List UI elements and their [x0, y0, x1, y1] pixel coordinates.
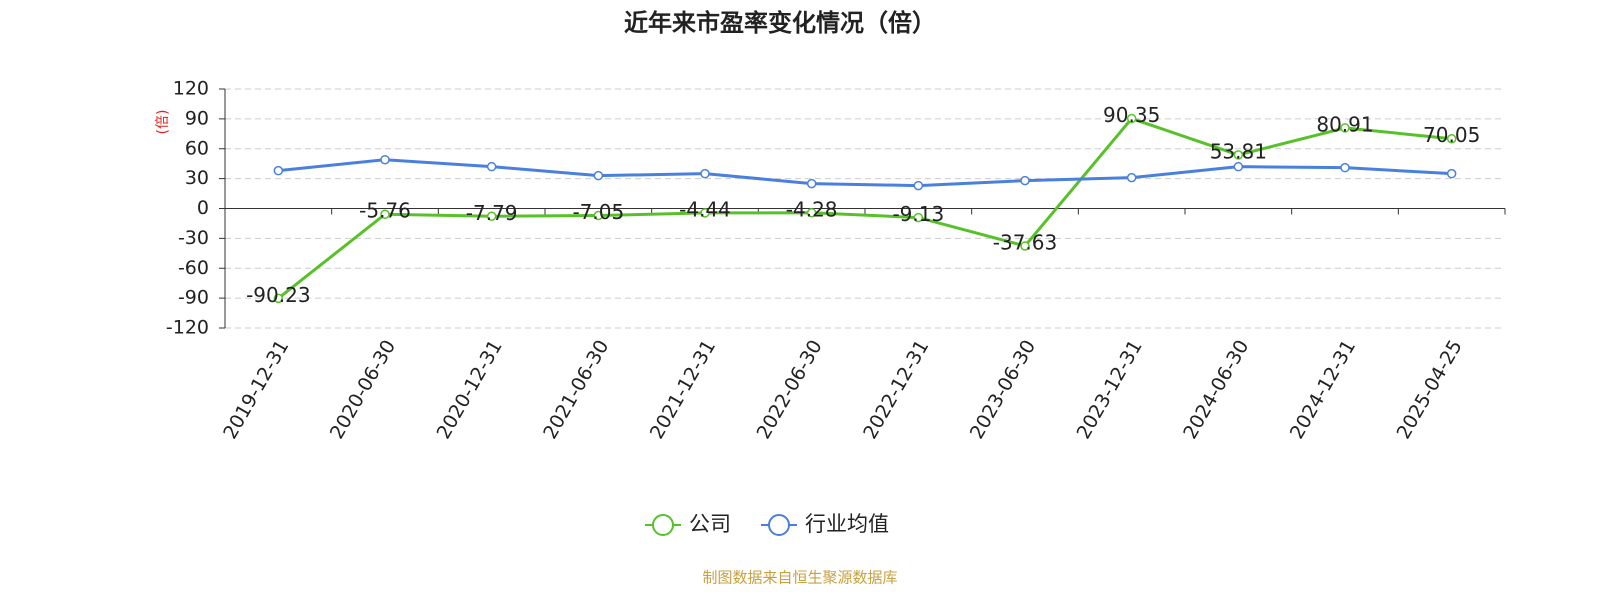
y-tick-label: -60 — [178, 257, 209, 279]
point — [1020, 241, 1030, 251]
point — [273, 293, 284, 304]
y-tick-label: 120 — [173, 78, 209, 100]
source-note: 制图数据来自恒生聚源数据库 — [702, 569, 897, 587]
point — [593, 210, 604, 221]
point — [1446, 168, 1457, 179]
data-label: -4.28 — [786, 197, 838, 221]
point — [593, 170, 604, 181]
y-tick-label: 90 — [185, 107, 209, 129]
point — [380, 209, 390, 219]
x-tick-label: 2020-06-30 — [326, 336, 400, 443]
point — [1233, 150, 1244, 160]
data-label: -9.13 — [892, 202, 944, 226]
x-tick-label: 2023-12-31 — [1072, 336, 1146, 443]
series-line — [277, 116, 1452, 300]
legend-label: 行业均值 — [805, 512, 889, 536]
point — [1340, 123, 1350, 133]
x-tick-label: 2021-06-30 — [539, 336, 613, 443]
data-label: 80.91 — [1316, 112, 1373, 136]
point — [700, 168, 710, 179]
point — [913, 212, 924, 223]
series-line — [278, 158, 1452, 188]
point — [1340, 162, 1350, 173]
point — [1233, 161, 1244, 172]
legend-marker — [652, 514, 674, 536]
point — [273, 165, 284, 176]
y-tick-label: -30 — [178, 227, 209, 249]
point — [1020, 175, 1030, 186]
x-tick-label: 2021-12-31 — [646, 336, 720, 443]
chart-title: 近年来市盈率变化情况（倍） — [624, 9, 936, 37]
data-label: -90.23 — [246, 283, 310, 307]
point — [380, 154, 390, 165]
data-label: -7.05 — [572, 200, 624, 224]
point — [700, 208, 710, 218]
data-label: -7.79 — [466, 201, 518, 225]
legend-marker — [768, 514, 790, 536]
point — [1126, 172, 1137, 183]
data-label: 53.81 — [1210, 139, 1267, 163]
data-label: 70.05 — [1423, 123, 1480, 147]
x-tick-label: 2024-06-30 — [1179, 336, 1253, 443]
x-tick-label: 2023-06-30 — [966, 336, 1040, 443]
point — [486, 161, 497, 172]
point — [1126, 113, 1137, 124]
y-tick-label: -120 — [166, 317, 209, 339]
y-tick-label: 60 — [185, 137, 209, 159]
data-label: -4.44 — [679, 197, 731, 221]
data-label: -5.76 — [359, 199, 411, 223]
x-tick-label: 2019-12-31 — [219, 336, 293, 443]
point — [913, 180, 924, 191]
y-tick-label: -90 — [178, 287, 209, 309]
point — [806, 178, 817, 189]
y-tick-label: 30 — [185, 167, 209, 189]
point — [806, 208, 817, 218]
legend-label: 公司 — [689, 512, 731, 536]
x-tick-label: 2022-12-31 — [859, 336, 933, 443]
data-label: 90.35 — [1103, 103, 1160, 127]
data-label: -37.63 — [993, 230, 1057, 254]
point — [1446, 133, 1457, 144]
y-tick-label: 0 — [197, 197, 209, 219]
y-axis-label: (倍) — [155, 110, 171, 135]
x-tick-label: 2020-12-31 — [432, 336, 506, 443]
x-tick-label: 2025-04-25 — [1392, 336, 1466, 443]
x-tick-label: 2022-06-30 — [752, 336, 826, 443]
x-tick-label: 2024-12-31 — [1286, 336, 1360, 443]
point — [486, 211, 497, 222]
